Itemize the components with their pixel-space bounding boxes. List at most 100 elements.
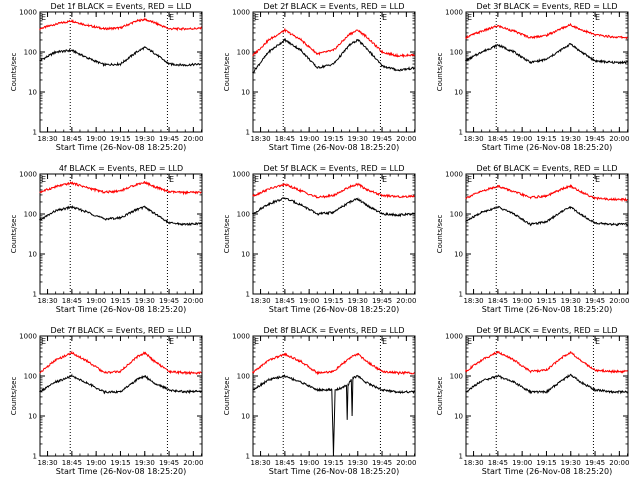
y-tick-label: 100	[24, 373, 37, 381]
eclipse-marker-label: E	[467, 13, 472, 22]
x-tick-label: 19:45	[585, 459, 605, 467]
x-tick-label: 19:00	[512, 135, 532, 143]
x-tick-label: 20:00	[396, 135, 416, 143]
x-tick-label: 18:30	[250, 459, 270, 467]
y-tick-label: 1000	[232, 333, 250, 341]
y-axis-label: Counts/sec	[10, 215, 18, 254]
x-tick-label: 19:15	[110, 297, 130, 305]
x-tick-label: 19:30	[348, 459, 368, 467]
eclipse-marker-label: E	[467, 337, 472, 346]
y-tick-label: 1000	[19, 9, 37, 17]
x-tick-label: 19:45	[585, 297, 605, 305]
y-tick-label: 100	[24, 49, 37, 57]
lld-series-line	[252, 182, 415, 199]
x-tick-label: 19:00	[86, 297, 106, 305]
x-tick-label: 19:45	[585, 135, 605, 143]
x-tick-label: 18:30	[463, 459, 483, 467]
y-tick-label: 1000	[445, 171, 463, 179]
x-tick-label: 19:15	[323, 135, 343, 143]
x-tick-label: 20:00	[396, 459, 416, 467]
y-tick-label: 100	[237, 49, 250, 57]
eclipse-marker-label: E	[595, 13, 600, 22]
x-tick-label: 19:30	[135, 459, 155, 467]
eclipse-marker-label: E	[254, 337, 259, 346]
plot-frame	[39, 11, 203, 133]
x-axis-label: Start Time (26-Nov-08 18:25:20)	[269, 467, 399, 476]
eclipse-marker-label: E	[467, 175, 472, 184]
x-tick-label: 19:30	[561, 135, 581, 143]
eclipse-marker-label: E	[382, 175, 387, 184]
panel-8: Det 8f BLACK = Events, RED = LLD 1 10 100 10…	[223, 326, 416, 476]
y-tick-label: 1	[33, 453, 37, 461]
panel-title: Det 8f BLACK = Events, RED = LLD	[263, 326, 404, 335]
x-tick-label: 19:30	[348, 135, 368, 143]
y-tick-label: 100	[450, 49, 463, 57]
eclipse-marker-label: E	[41, 13, 46, 22]
lld-series-line	[39, 180, 202, 196]
events-series-line	[252, 374, 415, 457]
y-tick-label: 10	[454, 251, 463, 259]
x-tick-label: 20:00	[396, 297, 416, 305]
x-tick-label: 19:00	[86, 135, 106, 143]
eclipse-marker-label: E	[169, 13, 174, 22]
y-axis-label: Counts/sec	[436, 53, 444, 92]
events-series-line	[465, 42, 628, 65]
y-tick-label: 1	[459, 453, 463, 461]
panel-9: Det 9f BLACK = Events, RED = LLD 1 10 100 10…	[436, 326, 629, 476]
x-tick-label: 19:30	[135, 135, 155, 143]
y-tick-label: 100	[24, 211, 37, 219]
y-tick-label: 1	[246, 291, 250, 299]
x-tick-label: 19:45	[159, 459, 179, 467]
x-axis-label: Start Time (26-Nov-08 18:25:20)	[482, 143, 612, 152]
plot-frame	[252, 173, 416, 295]
x-tick-label: 19:00	[299, 297, 319, 305]
plot-frame	[465, 173, 629, 295]
x-tick-label: 18:45	[275, 135, 295, 143]
x-tick-label: 19:30	[561, 459, 581, 467]
panel-title: 4f BLACK = Events, RED = LLD	[59, 164, 183, 173]
y-tick-label: 1	[246, 129, 250, 137]
y-tick-label: 1	[33, 291, 37, 299]
panel-5: Det 5f BLACK = Events, RED = LLD 1 10 100 10…	[223, 164, 416, 314]
events-series-line	[252, 37, 415, 74]
x-tick-label: 20:00	[609, 135, 629, 143]
x-tick-label: 18:30	[37, 297, 57, 305]
x-axis-label: Start Time (26-Nov-08 18:25:20)	[482, 305, 612, 314]
panel-title: Det 6f BLACK = Events, RED = LLD	[476, 164, 617, 173]
x-tick-label: 18:45	[488, 459, 508, 467]
x-tick-label: 19:00	[86, 459, 106, 467]
lld-series-line	[39, 350, 202, 376]
x-tick-label: 19:30	[348, 297, 368, 305]
x-tick-label: 19:30	[561, 297, 581, 305]
events-series-line	[39, 205, 202, 227]
x-tick-label: 19:00	[512, 297, 532, 305]
x-tick-label: 18:45	[62, 459, 82, 467]
eclipse-marker-label: E	[41, 175, 46, 184]
y-tick-label: 100	[237, 211, 250, 219]
x-tick-label: 20:00	[183, 297, 203, 305]
panel-title: Det 5f BLACK = Events, RED = LLD	[263, 164, 404, 173]
x-axis-label: Start Time (26-Nov-08 18:25:20)	[56, 143, 186, 152]
y-tick-label: 1000	[445, 9, 463, 17]
panel-3: Det 3f BLACK = Events, RED = LLD 1 10 100 10…	[436, 2, 629, 152]
y-tick-label: 10	[454, 413, 463, 421]
x-tick-label: 19:00	[299, 459, 319, 467]
x-tick-label: 19:45	[372, 459, 392, 467]
eclipse-marker-label: E	[382, 13, 387, 22]
plot-frame	[39, 173, 203, 295]
x-tick-label: 19:15	[323, 297, 343, 305]
x-tick-label: 18:45	[488, 135, 508, 143]
y-tick-label: 10	[28, 89, 37, 97]
lld-series-line	[252, 352, 415, 376]
eclipse-marker-label: E	[595, 175, 600, 184]
plot-frame	[39, 335, 203, 457]
y-tick-label: 100	[450, 211, 463, 219]
x-tick-label: 19:45	[159, 135, 179, 143]
eclipse-marker-label: E	[169, 175, 174, 184]
x-tick-label: 18:30	[250, 297, 270, 305]
panel-title: Det 2f BLACK = Events, RED = LLD	[263, 2, 404, 11]
panel-7: Det 7f BLACK = Events, RED = LLD 1 10 100 10…	[10, 326, 203, 476]
y-tick-label: 10	[241, 413, 250, 421]
lld-series-line	[465, 22, 628, 40]
x-tick-label: 20:00	[609, 459, 629, 467]
